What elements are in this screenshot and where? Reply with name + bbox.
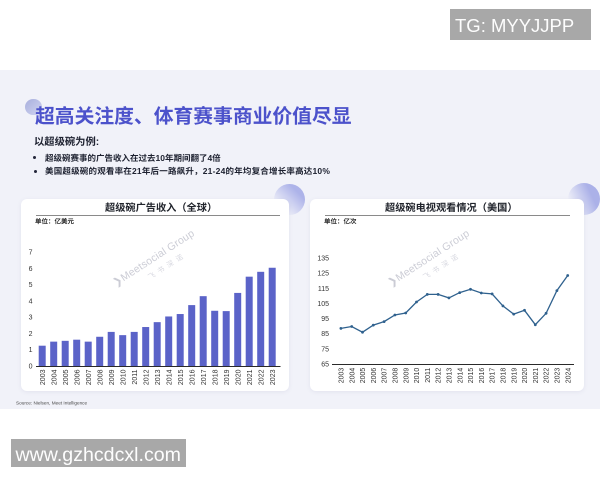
svg-text:135: 135 <box>317 256 329 263</box>
svg-text:7: 7 <box>29 250 33 257</box>
svg-text:5: 5 <box>29 282 33 289</box>
svg-text:2019: 2019 <box>511 368 518 384</box>
svg-text:2004: 2004 <box>51 369 58 385</box>
svg-text:2006: 2006 <box>74 369 81 385</box>
svg-text:85: 85 <box>321 331 329 338</box>
svg-text:2009: 2009 <box>403 368 410 384</box>
svg-text:2021: 2021 <box>247 369 254 385</box>
svg-text:2015: 2015 <box>468 368 475 384</box>
svg-text:2023: 2023 <box>555 368 562 384</box>
svg-text:2017: 2017 <box>201 369 208 385</box>
svg-text:2013: 2013 <box>155 369 162 385</box>
svg-text:65: 65 <box>321 361 329 368</box>
svg-text:2020: 2020 <box>522 368 529 384</box>
svg-text:2019: 2019 <box>224 369 231 385</box>
svg-text:2014: 2014 <box>457 368 464 384</box>
svg-text:2023: 2023 <box>270 369 277 385</box>
svg-text:2017: 2017 <box>490 368 497 384</box>
svg-text:115: 115 <box>318 286 329 293</box>
svg-text:2016: 2016 <box>189 369 196 385</box>
svg-text:2022: 2022 <box>258 369 265 385</box>
svg-text:2011: 2011 <box>132 369 139 384</box>
svg-text:6: 6 <box>29 266 33 273</box>
svg-text:2010: 2010 <box>120 369 127 385</box>
svg-text:2014: 2014 <box>166 369 173 385</box>
svg-text:105: 105 <box>317 301 329 308</box>
svg-text:2005: 2005 <box>63 369 70 385</box>
svg-text:2016: 2016 <box>479 368 486 384</box>
svg-text:2010: 2010 <box>414 368 421 384</box>
svg-text:2009: 2009 <box>109 369 116 385</box>
svg-text:0: 0 <box>29 363 33 370</box>
svg-text:4: 4 <box>29 298 33 305</box>
svg-text:2018: 2018 <box>212 369 219 385</box>
svg-text:2018: 2018 <box>501 368 508 384</box>
svg-text:2011: 2011 <box>425 368 432 383</box>
svg-text:95: 95 <box>321 316 329 323</box>
svg-text:2022: 2022 <box>544 368 551 384</box>
svg-text:2007: 2007 <box>382 368 389 384</box>
svg-text:3: 3 <box>29 315 33 322</box>
svg-text:2007: 2007 <box>86 369 93 385</box>
svg-text:2008: 2008 <box>97 369 104 385</box>
svg-text:125: 125 <box>317 271 329 278</box>
svg-text:2012: 2012 <box>143 369 150 385</box>
svg-text:2006: 2006 <box>371 368 378 384</box>
svg-text:1: 1 <box>29 347 33 354</box>
svg-text:2: 2 <box>29 331 33 338</box>
svg-text:2005: 2005 <box>360 368 367 384</box>
svg-text:2020: 2020 <box>235 369 242 385</box>
svg-text:2012: 2012 <box>436 368 443 384</box>
svg-text:2008: 2008 <box>393 368 400 384</box>
svg-text:75: 75 <box>321 346 329 353</box>
svg-text:2003: 2003 <box>339 368 346 384</box>
svg-text:2004: 2004 <box>349 368 356 384</box>
svg-text:2021: 2021 <box>533 368 540 384</box>
svg-text:2013: 2013 <box>447 368 454 384</box>
svg-text:2024: 2024 <box>565 368 572 384</box>
svg-text:2003: 2003 <box>40 369 47 385</box>
svg-text:2015: 2015 <box>178 369 185 385</box>
